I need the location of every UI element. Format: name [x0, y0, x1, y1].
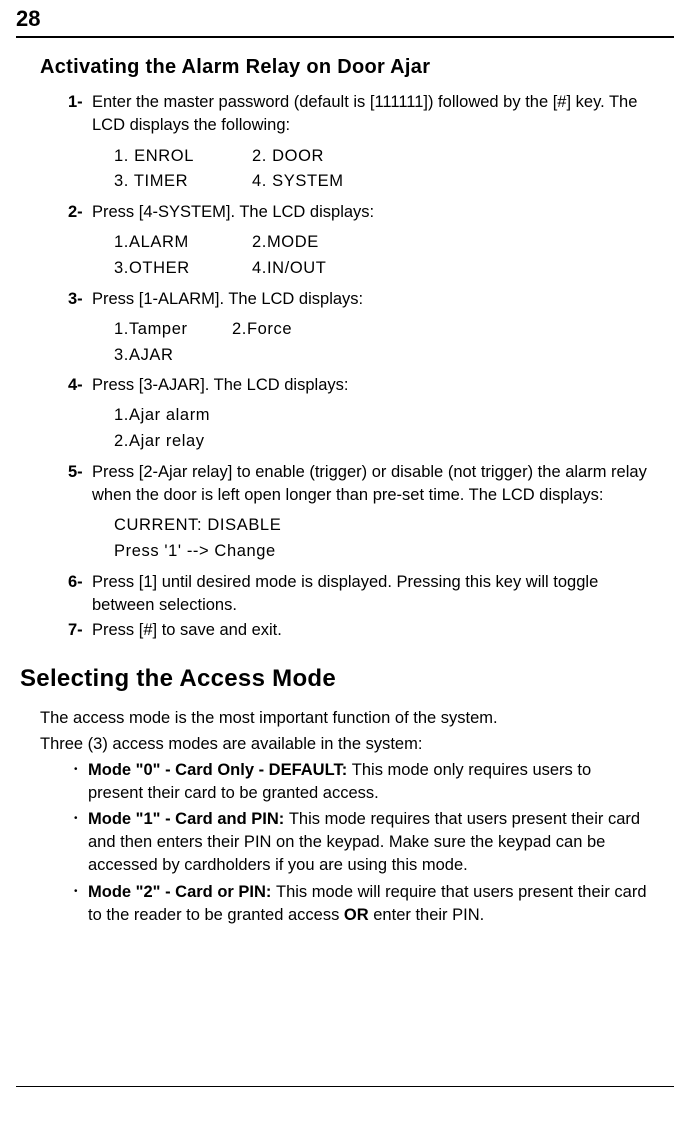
lcd-line: Press '1' --> Change [114, 539, 650, 565]
step-5: 5- Press [2-Ajar relay] to enable (trigg… [74, 461, 650, 565]
step-number: 2- [68, 201, 83, 224]
step-text: Press [2-Ajar relay] to enable (trigger)… [92, 463, 647, 504]
mode-item-0: Mode "0" - Card Only - DEFAULT: This mod… [74, 759, 650, 805]
mode-label: Mode "2" - Card or PIN: [88, 883, 276, 901]
step-7: 7- Press [#] to save and exit. [74, 619, 650, 642]
lcd-cell: 2. DOOR [252, 144, 372, 170]
lcd-display: 1.Ajar alarm 2.Ajar relay [114, 403, 650, 454]
lcd-cell: 1. ENROL [114, 144, 234, 170]
step-4: 4- Press [3-AJAR]. The LCD displays: 1.A… [74, 374, 650, 455]
step-number: 4- [68, 374, 83, 397]
step-3: 3- Press [1-ALARM]. The LCD displays: 1.… [74, 288, 650, 369]
intro-line-1: The access mode is the most important fu… [40, 707, 650, 730]
lcd-cell: 1.ALARM [114, 230, 234, 256]
bottom-divider [16, 1086, 674, 1087]
step-text: Press [1-ALARM]. The LCD displays: [92, 290, 363, 308]
step-number: 3- [68, 288, 83, 311]
lcd-display: 1. ENROL 2. DOOR 3. TIMER 4. SYSTEM [114, 144, 650, 195]
lcd-line: 2.Ajar relay [114, 429, 650, 455]
page-content: Activating the Alarm Relay on Door Ajar … [0, 56, 690, 927]
step-2: 2- Press [4-SYSTEM]. The LCD displays: 1… [74, 201, 650, 282]
step-text: Press [3-AJAR]. The LCD displays: [92, 376, 348, 394]
lcd-display: CURRENT: DISABLE Press '1' --> Change [114, 513, 650, 564]
lcd-cell: 3.AJAR [114, 343, 214, 369]
lcd-cell [232, 343, 332, 369]
step-text: Press [4-SYSTEM]. The LCD displays: [92, 203, 374, 221]
lcd-display: 1.Tamper 2.Force 3.AJAR [114, 317, 650, 368]
lcd-cell: 4. SYSTEM [252, 169, 372, 195]
page-number: 28 [0, 0, 690, 36]
lcd-line: 1.Ajar alarm [114, 403, 650, 429]
step-text: Press [1] until desired mode is displaye… [92, 573, 598, 614]
step-6: 6- Press [1] until desired mode is displ… [74, 571, 650, 618]
mode-list: Mode "0" - Card Only - DEFAULT: This mod… [40, 759, 650, 927]
lcd-display: 1.ALARM 2.MODE 3.OTHER 4.IN/OUT [114, 230, 650, 281]
section-heading: Activating the Alarm Relay on Door Ajar [40, 56, 650, 79]
step-number: 6- [68, 571, 83, 594]
step-text: Press [#] to save and exit. [92, 621, 282, 639]
lcd-cell: 2.MODE [252, 230, 372, 256]
lcd-cell: 3. TIMER [114, 169, 234, 195]
mode-label: Mode "1" - Card and PIN: [88, 810, 289, 828]
step-number: 7- [68, 619, 83, 642]
step-number: 1- [68, 91, 83, 114]
mode-heading: Selecting the Access Mode [20, 665, 650, 693]
step-1: 1- Enter the master password (default is… [74, 91, 650, 195]
lcd-cell: 3.OTHER [114, 256, 234, 282]
mode-or: OR [344, 906, 369, 924]
step-text: Enter the master password (default is [1… [92, 93, 637, 134]
step-list: 1- Enter the master password (default is… [40, 91, 650, 643]
lcd-cell: 1.Tamper [114, 317, 214, 343]
mode-item-2: Mode "2" - Card or PIN: This mode will r… [74, 881, 650, 927]
top-divider [16, 36, 674, 38]
lcd-cell: 2.Force [232, 317, 332, 343]
step-number: 5- [68, 461, 83, 484]
mode-desc-post: enter their PIN. [369, 906, 485, 924]
mode-label: Mode "0" - Card Only - DEFAULT: [88, 761, 352, 779]
lcd-line: CURRENT: DISABLE [114, 513, 650, 539]
mode-item-1: Mode "1" - Card and PIN: This mode requi… [74, 808, 650, 877]
intro-line-2: Three (3) access modes are available in … [40, 733, 650, 756]
lcd-cell: 4.IN/OUT [252, 256, 372, 282]
